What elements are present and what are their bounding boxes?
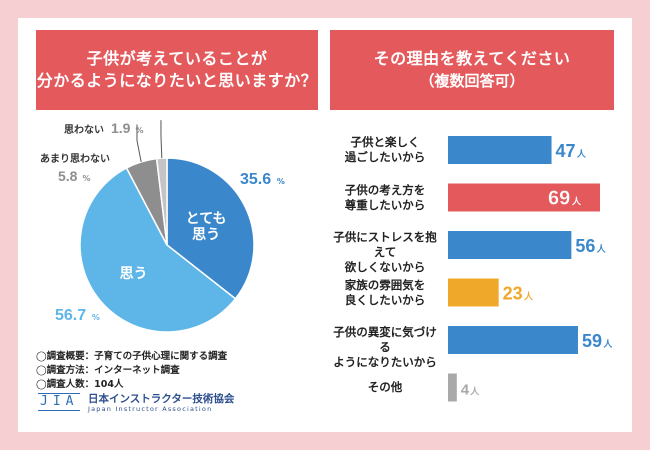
pie-pct-unit-3: % [136,126,144,135]
bar-value-0: 47 [556,141,576,161]
survey-overview: ◯調査概要：子育ての子供心理に関する調査 [36,351,228,362]
bar-category-line: 良くしたいから [344,292,426,307]
bar-category-line: ようになりたいから [333,355,437,369]
pie-pct-1: 56.7 [55,307,86,324]
pie-pct-unit-1: % [92,313,100,322]
bar-category-4: 子供の異変に気づける ようになりたいから [330,325,440,370]
bar-category-line: 子供の異変に気づける [333,325,437,354]
bar-category-5: その他 [330,380,440,395]
pie-slice-1 [79,166,237,333]
bar-category-line: 子供と楽しく [350,135,420,149]
bar-value-unit-2: 人 [596,243,607,255]
bar-category-line: 尊重したいから [344,197,426,212]
bar-category-2: 子供にストレスを抱えて 欲しくないから [330,230,440,275]
bar-category-line: その他 [367,380,403,394]
pie-leader-line-3 [160,120,163,159]
bar-0 [448,136,552,164]
bar-category-line: 子供の考え方を [344,182,426,197]
pie-outer-label-3: 思わない [64,124,104,136]
pie-inner-label-0: 思う [192,227,220,243]
pie-leader-line-2 [136,124,142,163]
right-question-header: その理由を教えてください （複数回答可） [330,30,614,110]
bar-category-0: 子供と楽しく 過ごしたいから [330,135,440,165]
pie-pct-unit-2: % [83,174,91,183]
bar-4 [448,326,578,354]
survey-method: ◯調査方法：インターネット調査 [36,365,180,376]
bar-category-line: 欲しくないから [344,260,426,274]
bar-category-line: 家族の雰囲気を [344,277,426,292]
bar-5 [448,373,457,402]
bar-category-line: 子供にストレスを抱えて [333,230,437,259]
bar-value-2: 56 [575,236,595,256]
bar-1 [448,183,600,212]
bar-category-3: 家族の雰囲気を 良くしたいから [330,278,440,308]
bar-value-unit-3: 人 [523,291,534,303]
bar-value-unit-0: 人 [576,148,587,160]
bar-chart: 47 人69 人56 人23 人59 人4 人 [448,136,613,402]
pie-pct-unit-0: % [277,177,285,186]
pie-inner-label-0: とても [186,211,227,227]
pie-pct-2: 5.8 [58,168,78,184]
left-question-header: 子供が考えていることが 分かるようになりたいと思いますか？ [36,30,318,110]
bar-category-line: 過ごしたいから [344,150,426,164]
pie-slice-0 [166,157,255,300]
pie-outer-label-2: あまり思わない [40,152,110,165]
left-title-line-1: 子供が考えていることが [86,49,268,68]
logo-name-en: Japan Instructor Association [88,405,213,413]
bar-value-4: 59 [582,331,602,351]
bar-2 [448,231,572,259]
bar-category-1: 子供の考え方を 尊重したいから [330,183,440,213]
jia-logo: JIA 日本インストラクター技術協会 Japan Instructor Asso… [38,393,238,415]
pie-pct-0: 35.6 [240,171,271,188]
survey-count: ◯調査人数：104人 [36,379,124,390]
logo-name-jp: 日本インストラクター技術協会 [88,393,235,405]
bar-value-unit-4: 人 [602,338,613,350]
right-subtitle: （複数回答可） [419,72,525,90]
pie-pct-3: 1.9 [111,120,131,136]
bar-value-unit-1: 人 [571,196,582,208]
bar-value-3: 23 [503,284,523,304]
bar-3 [448,278,499,307]
bar-value-5: 4 [461,382,470,399]
pie-inner-label-1: 思う [120,266,148,282]
logo-mark: JIA [38,393,81,411]
left-title-line-2: 分かるようになりたいと思いますか？ [36,71,318,90]
bar-value-1: 69 [548,188,570,210]
right-title: その理由を教えてください [373,49,571,68]
bar-value-unit-5: 人 [469,386,480,398]
